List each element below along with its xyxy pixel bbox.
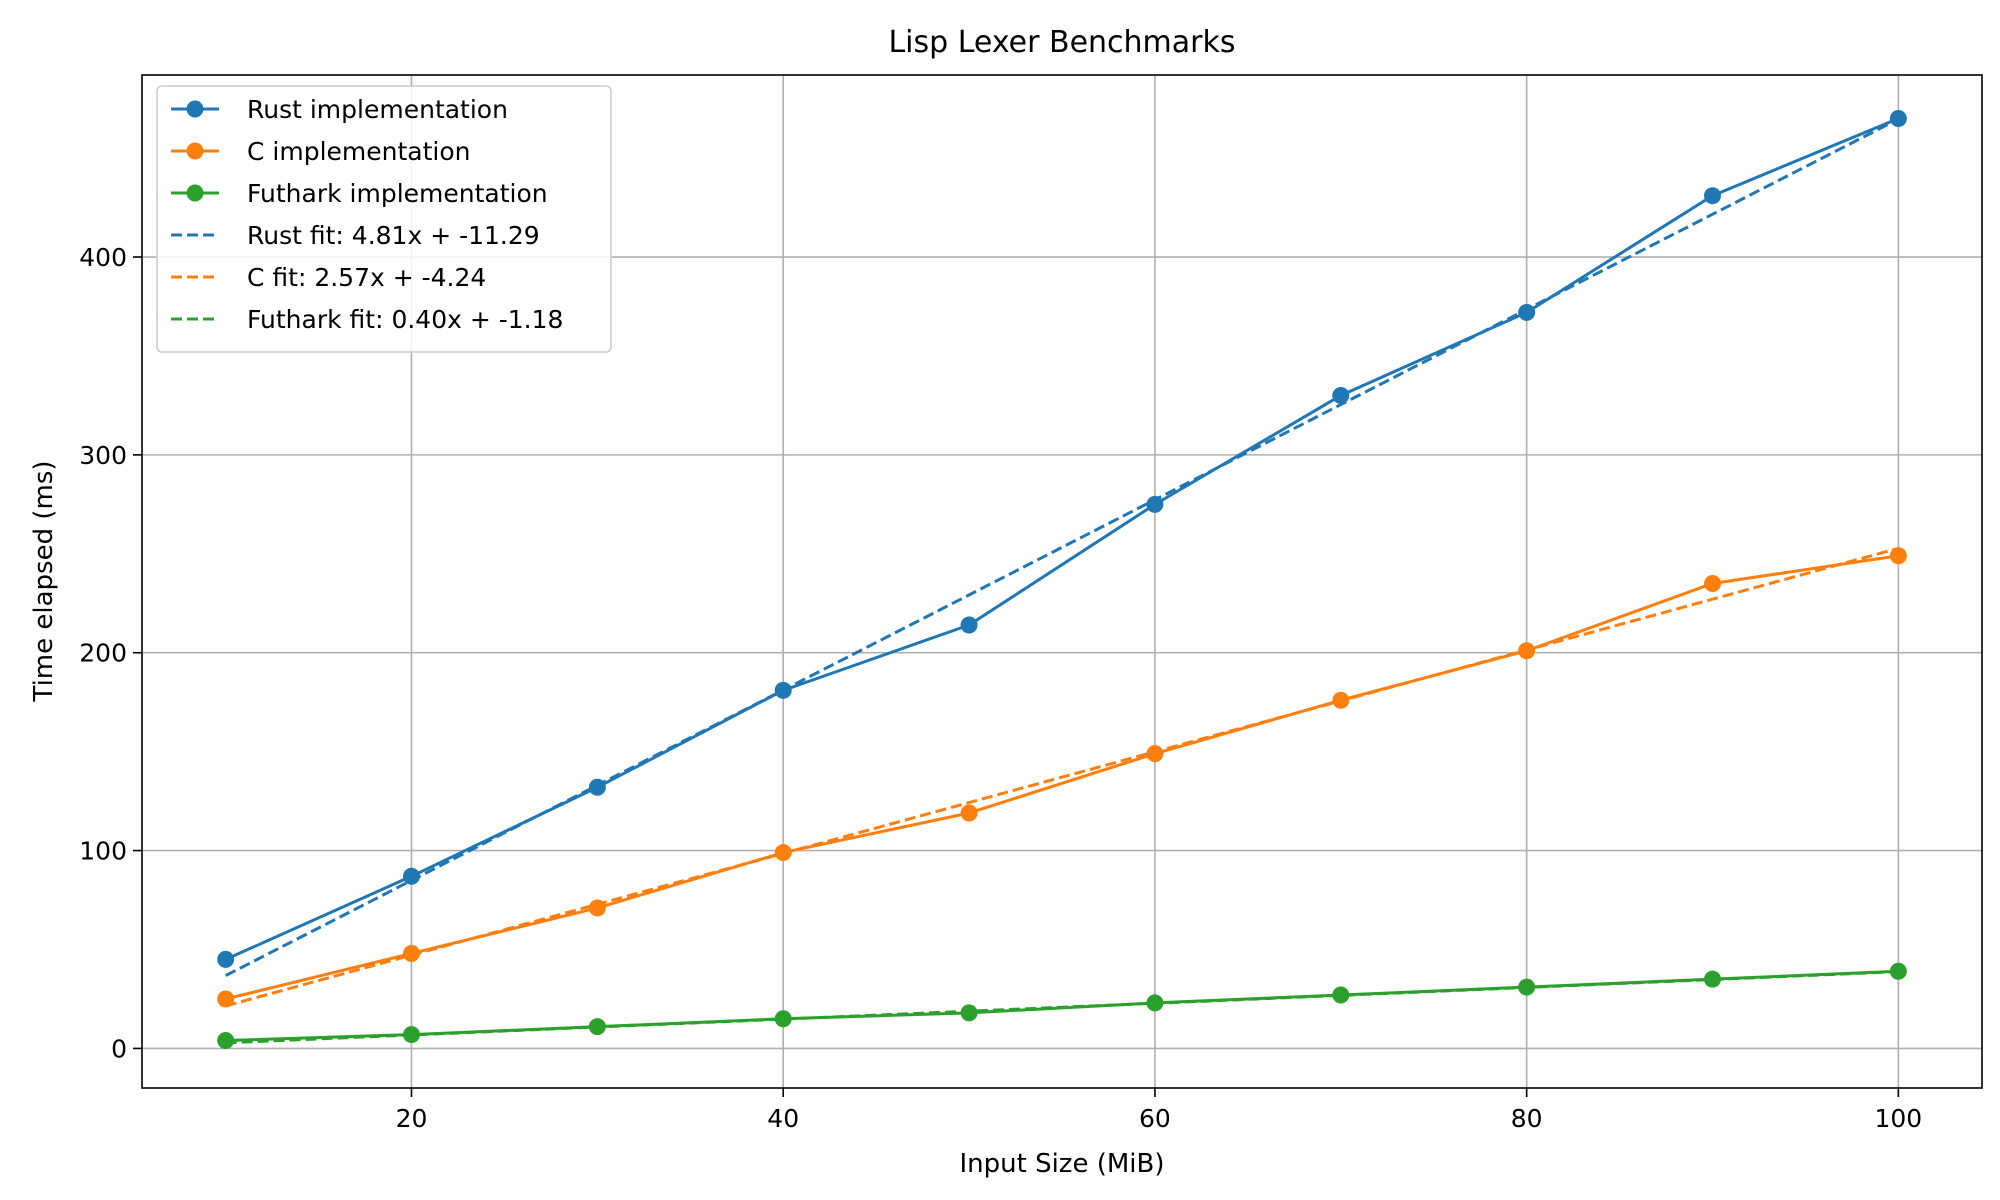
legend-entry-label: C implementation <box>247 137 471 166</box>
series-line <box>225 117 1899 961</box>
data-point <box>960 804 978 822</box>
series-line <box>225 554 1899 1001</box>
data-point <box>402 867 420 885</box>
data-point <box>588 778 606 796</box>
grid <box>142 75 1982 1088</box>
data-point <box>1704 187 1722 205</box>
y-tick-label: 0 <box>111 1034 127 1063</box>
data-point <box>1518 978 1536 996</box>
data-point <box>1518 303 1536 321</box>
legend-swatch-marker <box>186 142 204 160</box>
x-tick-label: 80 <box>1511 1104 1543 1133</box>
data-point <box>774 1010 792 1028</box>
legend-entry-label: Futhark fit: 0.40x + -1.18 <box>247 305 563 334</box>
data-point <box>1889 547 1907 565</box>
data-point <box>1889 962 1907 980</box>
x-tick-label: 20 <box>396 1104 428 1133</box>
data-point <box>960 616 978 634</box>
y-tick-label: 100 <box>79 837 127 866</box>
data-point <box>1332 986 1350 1004</box>
data-point <box>217 990 235 1008</box>
legend-swatch-marker <box>186 184 204 202</box>
data-point <box>1146 994 1164 1012</box>
x-tick-label: 60 <box>1139 1104 1171 1133</box>
chart-title: Lisp Lexer Benchmarks <box>888 25 1235 60</box>
data-point <box>774 844 792 862</box>
legend: Rust implementation C implementation Futha… <box>156 85 612 353</box>
legend-entry-label: Rust implementation <box>247 95 508 124</box>
legend-entry-label: Futhark implementation <box>247 179 548 208</box>
data-point <box>588 899 606 917</box>
series-line <box>225 969 1899 1043</box>
axis-ticks: 20 40 60 80 100 0 100 200 300 400 <box>79 243 1922 1133</box>
data-point <box>588 1018 606 1036</box>
x-tick-label: 40 <box>767 1104 799 1133</box>
plot-frame <box>141 74 1983 1089</box>
data-series <box>217 110 1907 1050</box>
data-point <box>1146 745 1164 763</box>
legend-entry-label: Rust fit: 4.81x + -11.29 <box>247 221 540 250</box>
y-axis-label: Time elapsed (ms) <box>29 460 59 702</box>
data-point <box>402 1026 420 1044</box>
data-point <box>217 1032 235 1050</box>
y-tick-label: 300 <box>79 441 127 470</box>
y-tick-label: 200 <box>79 639 127 668</box>
data-point <box>217 950 235 968</box>
data-point <box>1518 642 1536 660</box>
legend-box <box>156 85 612 353</box>
x-axis-label: Input Size (MiB) <box>959 1149 1164 1179</box>
y-tick-label: 400 <box>79 243 127 272</box>
data-point <box>402 944 420 962</box>
data-point <box>1704 574 1722 592</box>
data-point <box>1332 691 1350 709</box>
data-point <box>1889 110 1907 128</box>
data-point <box>1146 495 1164 513</box>
data-point <box>960 1004 978 1022</box>
data-point <box>1704 970 1722 988</box>
data-point <box>774 681 792 699</box>
data-point <box>1332 387 1350 405</box>
legend-entry-label: C fit: 2.57x + -4.24 <box>247 263 486 292</box>
x-tick-label: 100 <box>1875 1104 1923 1133</box>
legend-swatch-marker <box>186 100 204 118</box>
